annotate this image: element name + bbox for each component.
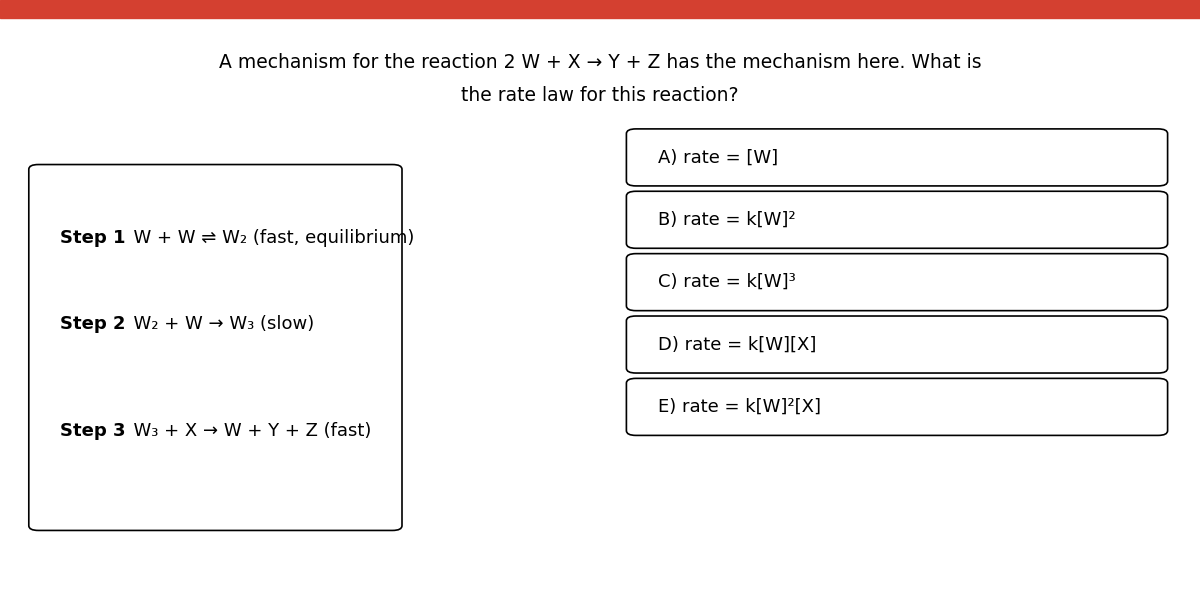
Text: D) rate = k[W][X]: D) rate = k[W][X] [658,336,816,353]
Text: W₂ + W → W₃ (slow): W₂ + W → W₃ (slow) [122,315,314,333]
FancyBboxPatch shape [626,191,1168,248]
Text: B) rate = k[W]²: B) rate = k[W]² [658,211,796,229]
Text: A mechanism for the reaction 2 W + X → Y + Z has the mechanism here. What is: A mechanism for the reaction 2 W + X → Y… [218,53,982,72]
FancyBboxPatch shape [626,129,1168,186]
FancyBboxPatch shape [626,254,1168,311]
Text: Step 2: Step 2 [60,315,126,333]
Text: Step 1: Step 1 [60,229,126,247]
Text: W + W ⇌ W₂ (fast, equilibrium): W + W ⇌ W₂ (fast, equilibrium) [122,229,415,247]
Text: C) rate = k[W]³: C) rate = k[W]³ [658,273,796,291]
Text: W₃ + X → W + Y + Z (fast): W₃ + X → W + Y + Z (fast) [122,422,372,440]
FancyBboxPatch shape [626,316,1168,373]
Text: E) rate = k[W]²[X]: E) rate = k[W]²[X] [658,398,821,416]
Text: Step 3: Step 3 [60,422,126,440]
Text: A) rate = [W]: A) rate = [W] [658,148,778,166]
FancyBboxPatch shape [626,378,1168,435]
Text: the rate law for this reaction?: the rate law for this reaction? [461,86,739,105]
FancyBboxPatch shape [29,165,402,530]
